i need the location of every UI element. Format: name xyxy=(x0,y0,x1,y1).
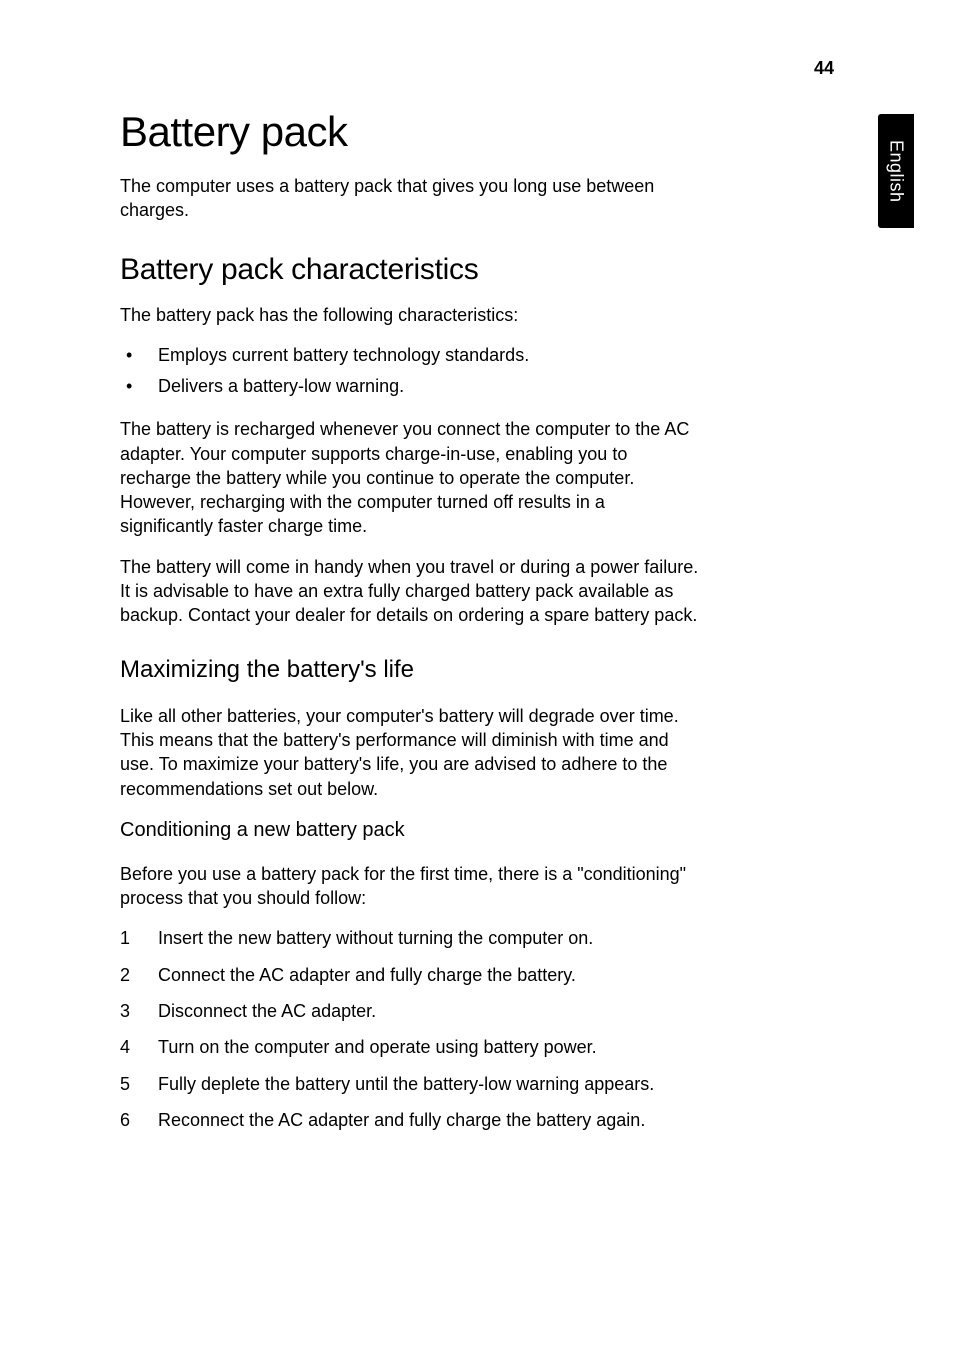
characteristics-lead: The battery pack has the following chara… xyxy=(120,303,700,327)
characteristics-list: Employs current battery technology stand… xyxy=(120,343,700,399)
list-item: Fully deplete the battery until the batt… xyxy=(120,1072,700,1096)
maximizing-paragraph: Like all other batteries, your computer'… xyxy=(120,704,700,801)
list-item: Delivers a battery-low warning. xyxy=(120,374,700,399)
language-tab: English xyxy=(878,114,914,228)
section-heading-characteristics: Battery pack characteristics xyxy=(120,253,700,287)
conditioning-steps: Insert the new battery without turning t… xyxy=(120,926,700,1132)
list-item: Disconnect the AC adapter. xyxy=(120,999,700,1023)
recharge-paragraph: The battery is recharged whenever you co… xyxy=(120,417,700,538)
document-page: 44 English Battery pack The computer use… xyxy=(0,0,954,1369)
list-item: Insert the new battery without turning t… xyxy=(120,926,700,950)
conditioning-paragraph: Before you use a battery pack for the fi… xyxy=(120,862,700,911)
subsection-heading-conditioning: Conditioning a new battery pack xyxy=(120,819,700,842)
list-item: Employs current battery technology stand… xyxy=(120,343,700,368)
list-item: Connect the AC adapter and fully charge … xyxy=(120,963,700,987)
page-content: Battery pack The computer uses a battery… xyxy=(120,108,700,1132)
page-number: 44 xyxy=(814,58,834,79)
backup-paragraph: The battery will come in handy when you … xyxy=(120,555,700,628)
intro-paragraph: The computer uses a battery pack that gi… xyxy=(120,174,700,223)
list-item: Reconnect the AC adapter and fully charg… xyxy=(120,1108,700,1132)
list-item: Turn on the computer and operate using b… xyxy=(120,1035,700,1059)
page-title: Battery pack xyxy=(120,108,700,156)
section-heading-maximizing: Maximizing the battery's life xyxy=(120,656,700,684)
